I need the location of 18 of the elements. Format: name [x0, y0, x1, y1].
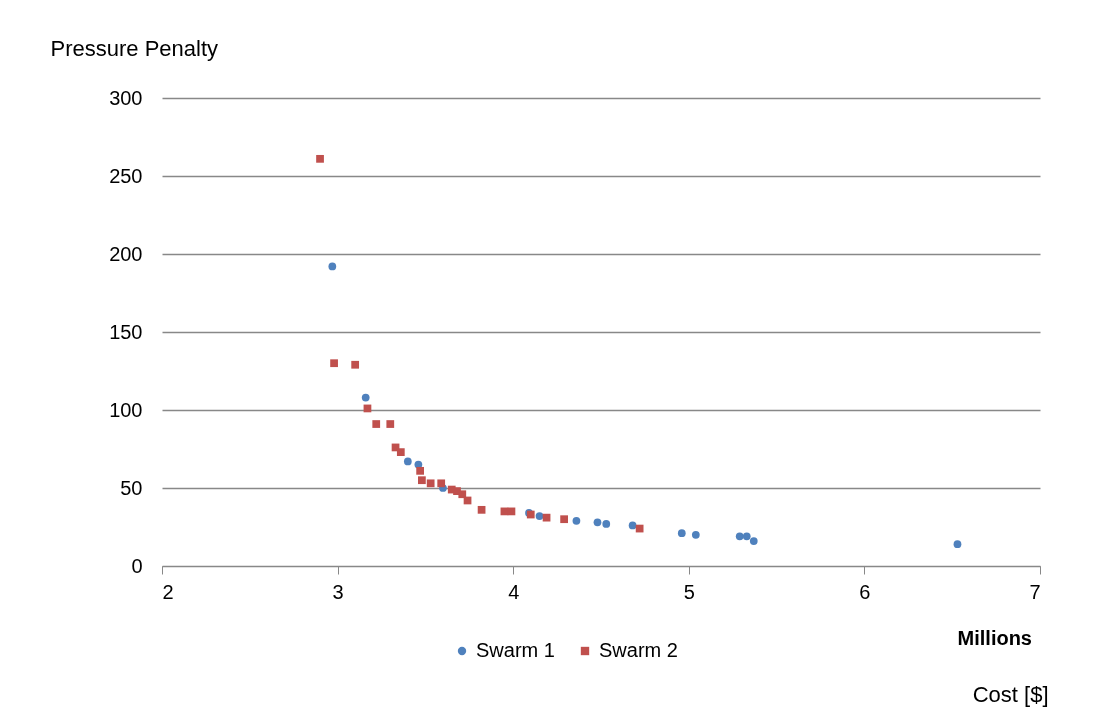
x-tick-label: 2 — [162, 580, 174, 603]
x-tick-label: 5 — [683, 580, 695, 603]
x-tick-label: 7 — [1029, 580, 1041, 603]
legend-label: Swarm 2 — [599, 639, 678, 661]
y-tick-label: 200 — [109, 242, 143, 265]
y-tick-label: 50 — [120, 476, 143, 499]
x-axis-title: Cost [$] — [972, 681, 1049, 707]
y-tick-label: 100 — [109, 398, 143, 421]
x-tick-label: 4 — [508, 580, 520, 603]
y-axis-title: Pressure Penalty — [50, 35, 219, 61]
y-tick-label: 150 — [109, 320, 143, 343]
text: Millions — [957, 627, 1032, 649]
legend-label: Swarm 1 — [476, 639, 555, 661]
y-tick-label: 250 — [109, 164, 143, 187]
x-tick-label: 3 — [332, 580, 344, 603]
y-tick-label: 0 — [131, 554, 143, 577]
y-tick-label: 300 — [109, 86, 143, 109]
x-tick-label: 6 — [859, 580, 871, 603]
